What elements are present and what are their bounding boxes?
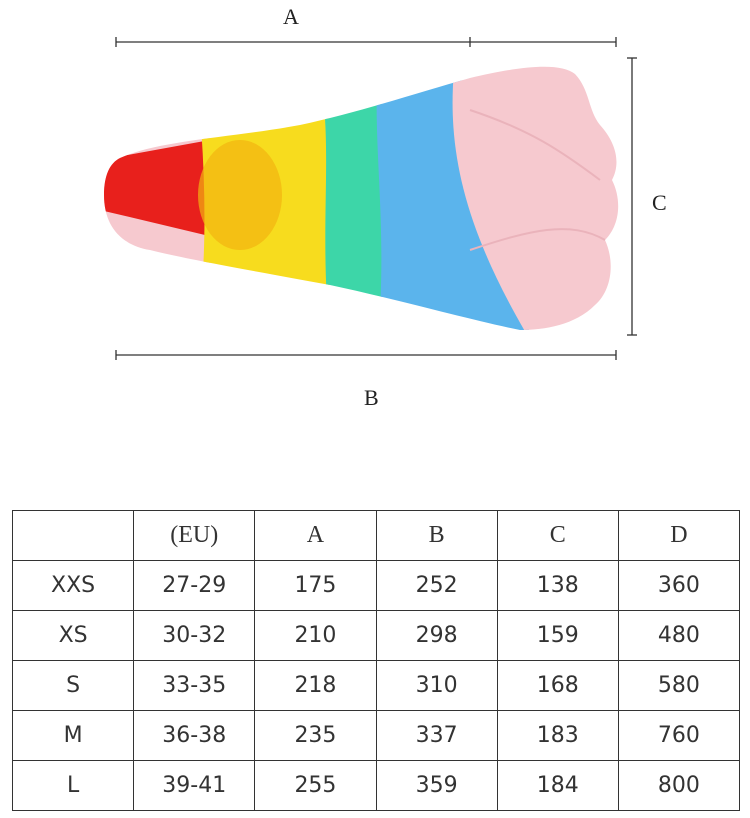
size-table: (EU) A B C D XXS 27-29 175 252 138 360 XS 30-32… bbox=[11, 510, 741, 811]
table-cell: 218 bbox=[254, 660, 377, 711]
table-cell: 760 bbox=[617, 710, 741, 761]
table-cell: 138 bbox=[496, 560, 619, 611]
table-cell: 39-41 bbox=[133, 760, 256, 811]
table-cell: 337 bbox=[375, 710, 498, 761]
table-cell: 800 bbox=[617, 760, 741, 811]
dimension-label-c: C bbox=[652, 190, 667, 215]
table-cell: 30-32 bbox=[133, 610, 256, 661]
table-cell: 159 bbox=[496, 610, 619, 661]
table-cell: 252 bbox=[375, 560, 498, 611]
table-cell: 183 bbox=[496, 710, 619, 761]
table-cell: L bbox=[11, 760, 135, 811]
table-cell: XXS bbox=[11, 560, 135, 611]
table-cell: S bbox=[11, 660, 135, 711]
table-cell: 580 bbox=[617, 660, 741, 711]
table-row: M 36-38 235 337 183 760 bbox=[11, 710, 741, 761]
table-cell: 360 bbox=[617, 560, 741, 611]
header-cell: (EU) bbox=[133, 510, 256, 561]
table-header-row: (EU) A B C D bbox=[11, 510, 741, 561]
table-cell: M bbox=[11, 710, 135, 761]
table-cell: 175 bbox=[254, 560, 377, 611]
dimension-lines bbox=[115, 37, 637, 360]
header-cell: B bbox=[375, 510, 498, 561]
table-row: S 33-35 218 310 168 580 bbox=[11, 660, 741, 711]
table-row: XS 30-32 210 298 159 480 bbox=[11, 610, 741, 661]
table-cell: 168 bbox=[496, 660, 619, 711]
table-cell: 235 bbox=[254, 710, 377, 761]
header-cell: A bbox=[254, 510, 377, 561]
table-cell: 310 bbox=[375, 660, 498, 711]
header-cell: C bbox=[496, 510, 619, 561]
header-cell: D bbox=[617, 510, 741, 561]
table-cell: 33-35 bbox=[133, 660, 256, 711]
table-cell: 255 bbox=[254, 760, 377, 811]
table-cell: 27-29 bbox=[133, 560, 256, 611]
table-cell: 480 bbox=[617, 610, 741, 661]
table-cell: 359 bbox=[375, 760, 498, 811]
table-cell: 210 bbox=[254, 610, 377, 661]
table-row: XXS 27-29 175 252 138 360 bbox=[11, 560, 741, 611]
header-cell bbox=[11, 510, 135, 561]
fin-image bbox=[104, 66, 619, 330]
table-cell: 184 bbox=[496, 760, 619, 811]
dimension-label-b: B bbox=[364, 385, 379, 410]
table-row: L 39-41 255 359 184 800 bbox=[11, 760, 741, 811]
dimension-label-a: A bbox=[283, 4, 299, 29]
table-cell: XS bbox=[11, 610, 135, 661]
table-cell: 36-38 bbox=[133, 710, 256, 761]
fin-diagram bbox=[104, 37, 637, 360]
table-cell: 298 bbox=[375, 610, 498, 661]
